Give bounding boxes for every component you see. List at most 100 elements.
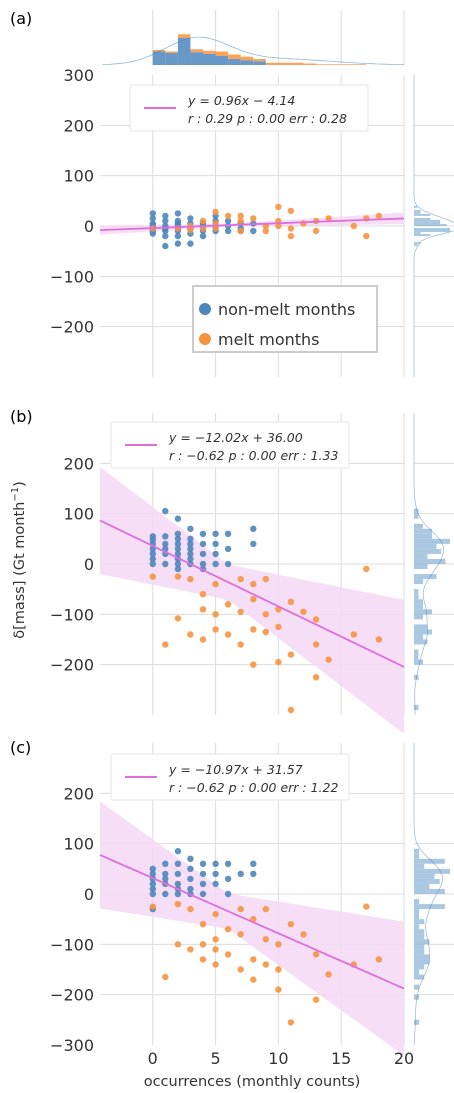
hist-bar-non-melt (177, 38, 191, 65)
point-melt (224, 951, 232, 958)
point-non-melt (174, 890, 182, 898)
marginal-bar (414, 909, 420, 915)
point-melt (212, 910, 219, 918)
point-melt (187, 905, 194, 913)
y-tick-label: 0 (84, 885, 94, 904)
point-melt (300, 931, 307, 938)
legend-label-non-melt: non-melt months (218, 300, 355, 319)
point-non-melt (199, 540, 207, 548)
marginal-bar (414, 629, 432, 635)
marginal-bar (414, 853, 420, 859)
y-tick-label: −200 (50, 986, 94, 1005)
point-non-melt (250, 525, 257, 532)
series-legend: non-melt months melt months (192, 285, 378, 353)
point-non-melt (212, 870, 219, 878)
point-melt (237, 212, 244, 220)
point-non-melt (162, 507, 169, 515)
point-melt (363, 232, 370, 240)
marginal-bar (414, 949, 425, 955)
point-melt (262, 905, 269, 913)
point-non-melt (162, 227, 169, 235)
point-melt (363, 903, 370, 910)
fit-legend-box (110, 421, 350, 469)
point-non-melt (174, 880, 182, 888)
point-non-melt (199, 560, 207, 568)
right-marginal-histogram (413, 413, 454, 716)
point-non-melt (187, 540, 194, 548)
point-non-melt (224, 875, 232, 883)
point-non-melt (187, 545, 194, 553)
marginal-density-curve (413, 743, 443, 1046)
point-melt (237, 217, 244, 225)
fit-legend-box (129, 84, 369, 132)
point-melt (312, 674, 320, 681)
point-melt (199, 636, 207, 643)
y-tick-label: 300 (63, 66, 94, 85)
fit-legend: y = −12.02x + 36.00 r : −0.62 p : 0.00 er… (110, 421, 350, 469)
y-tick-label: −100 (50, 267, 94, 286)
hist-bar-non-melt (253, 61, 266, 65)
point-non-melt (174, 515, 182, 522)
point-non-melt (174, 870, 182, 878)
point-melt (212, 936, 219, 943)
point-non-melt (162, 212, 169, 220)
point-non-melt (224, 890, 232, 898)
marginal-bar (414, 984, 420, 990)
panel-label: (b) (10, 407, 33, 426)
marginal-bar (414, 211, 421, 214)
point-melt (287, 921, 295, 928)
point-non-melt (149, 230, 156, 237)
point-melt (312, 641, 320, 648)
point-non-melt (149, 870, 156, 878)
point-melt (162, 973, 169, 981)
hist-bar-non-melt (215, 56, 229, 65)
point-melt (287, 706, 295, 714)
point-non-melt (199, 870, 207, 878)
marginal-bar (414, 624, 428, 630)
fit-equation: y = −12.02x + 36.00 (168, 430, 303, 445)
marginal-bar (414, 543, 437, 549)
point-non-melt (174, 848, 182, 855)
marginal-bar (414, 230, 450, 233)
marginal-bar (414, 604, 423, 610)
point-melt (199, 921, 207, 928)
point-melt (224, 631, 232, 638)
point-melt (250, 976, 257, 983)
hist-bar-melt (278, 62, 291, 65)
y-tick-label: 100 (63, 835, 94, 854)
point-melt (325, 971, 332, 978)
hist-bar-melt (240, 56, 254, 61)
panel-points (149, 848, 383, 1026)
point-melt (237, 575, 244, 583)
point-non-melt (224, 227, 232, 235)
point-melt (350, 631, 357, 638)
x-tick-label: 15 (331, 1049, 351, 1068)
point-non-melt (149, 880, 156, 888)
hist-bar-melt (353, 64, 367, 65)
regression-line (99, 854, 405, 990)
point-melt (287, 598, 295, 605)
point-melt (275, 222, 282, 230)
point-melt (250, 215, 257, 222)
point-melt (237, 931, 244, 938)
y-tick-label: 200 (63, 454, 94, 473)
point-non-melt (250, 870, 257, 878)
panel-label: (a) (10, 9, 32, 28)
point-melt (275, 203, 282, 211)
point-non-melt (149, 555, 156, 563)
marginal-bar (414, 904, 445, 910)
hist-bar-non-melt (203, 53, 216, 65)
point-melt (212, 580, 219, 588)
marginal-bar (414, 639, 428, 645)
point-melt (250, 661, 257, 668)
fit-legend: y = −10.97x + 31.57 r : −0.62 p : 0.00 er… (110, 753, 350, 801)
marginal-bar (414, 959, 430, 965)
point-non-melt (174, 535, 182, 542)
marginal-bar (414, 574, 437, 580)
marginal-bar (414, 579, 423, 585)
x-tick-label: 0 (148, 1049, 158, 1068)
point-melt (262, 961, 269, 968)
point-melt (199, 956, 207, 963)
point-non-melt (174, 545, 182, 553)
marginal-bar (414, 244, 418, 247)
